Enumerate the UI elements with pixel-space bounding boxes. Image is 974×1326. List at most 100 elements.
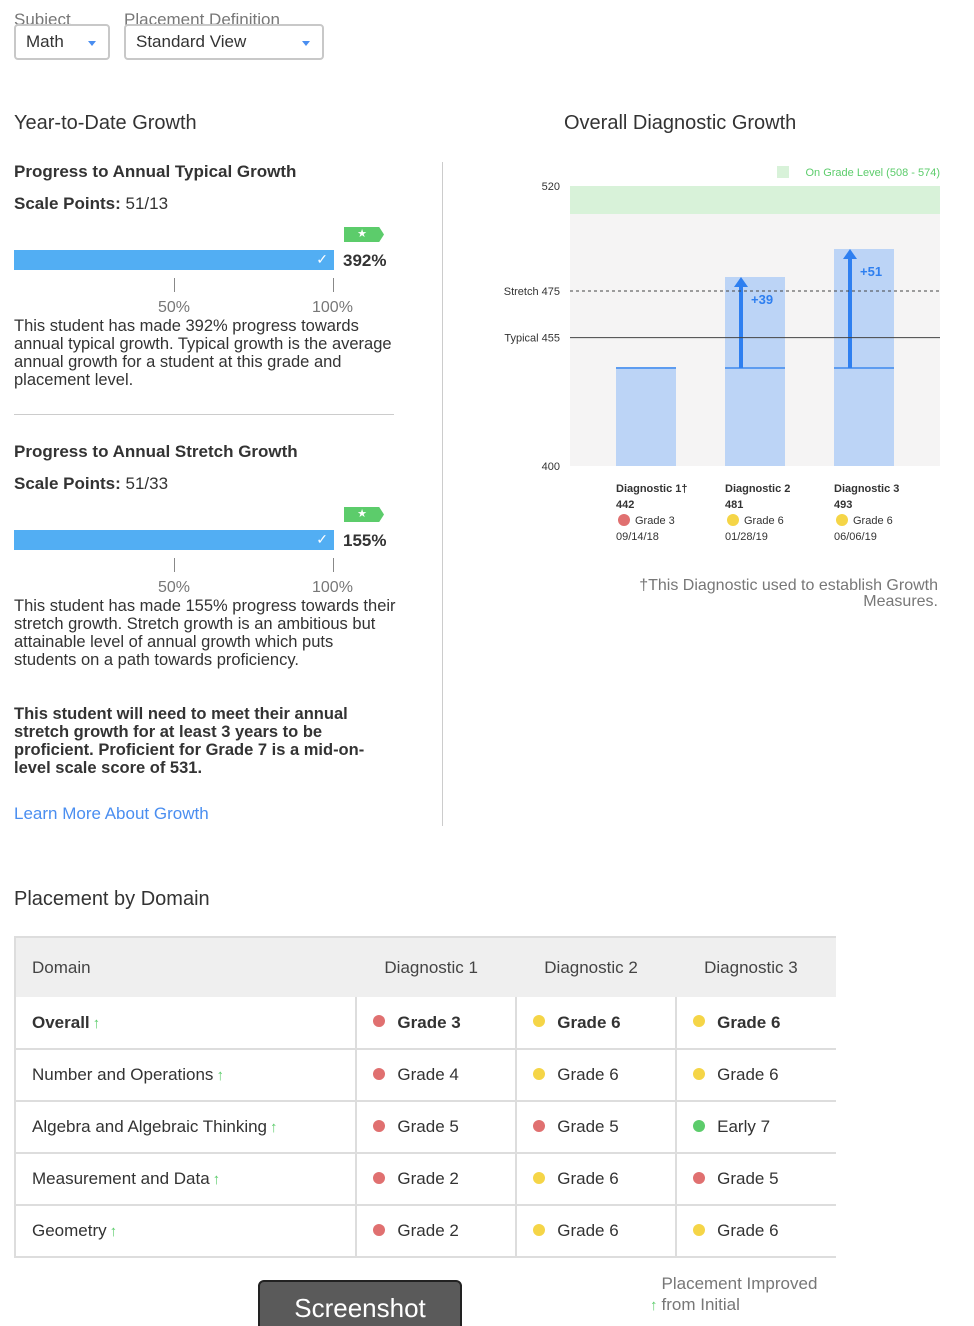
- reference-label: Stretch 475: [504, 286, 560, 298]
- grade-status-dot: [693, 1223, 706, 1236]
- arrow-up-icon: ↑: [109, 1223, 118, 1240]
- table-row: Overall ↑ Grade 3 Grade 6 Grade 6: [13, 997, 836, 1050]
- grade-label: Grade 6: [717, 1221, 779, 1240]
- table-header-row: Domain Diagnostic 1 Diagnostic 2 Diagnos…: [13, 936, 836, 997]
- category-label: Diagnostic 3: [834, 483, 899, 495]
- grade-label: Grade 6: [557, 1065, 619, 1084]
- domain-name: Number and Operations: [32, 1065, 214, 1084]
- diagnostic-2-cell: Grade 6: [515, 1049, 677, 1102]
- arrow-up-icon: ↑: [650, 1297, 658, 1314]
- grade-label: Grade 6: [557, 1221, 619, 1240]
- header-diagnostic-3: Diagnostic 3: [676, 936, 836, 997]
- domain-name: Measurement and Data: [32, 1169, 210, 1188]
- score-label: 442: [616, 499, 634, 511]
- tick-label-100: 100%: [312, 299, 353, 316]
- legend-swatch: [777, 166, 789, 178]
- grade-status-dot: [727, 514, 739, 526]
- placement-title: Placement by Domain: [14, 888, 210, 910]
- arrow-up-icon: ↑: [270, 1119, 278, 1136]
- grade-label: Grade 3: [635, 515, 675, 527]
- tick-label-50: 50%: [158, 299, 191, 316]
- grade-status-dot: [836, 514, 848, 526]
- grade-status-dot: [693, 1015, 706, 1028]
- grade-label: Grade 5: [717, 1169, 779, 1188]
- diagnostic-3-cell: Early 7: [675, 1101, 836, 1154]
- bar: [725, 277, 785, 466]
- proficiency-note: This student will need to meet their ann…: [14, 705, 365, 777]
- table-row: Number and Operations ↑ Grade 4 Grade 6 Grad…: [13, 1049, 836, 1102]
- growth-label: +39: [751, 292, 773, 307]
- header-domain: Domain: [13, 936, 357, 997]
- typical-description: This student has made 392% progress towa…: [14, 317, 392, 389]
- domain-cell: Measurement and Data ↑: [13, 1153, 357, 1206]
- diagnostic-1-cell: Grade 3: [355, 997, 517, 1050]
- diagnostic-growth-chart: On Grade Level (508 - 574) 520 400 +39 +51 St…: [504, 166, 940, 543]
- ytd-growth-title: Year-to-Date Growth: [14, 112, 197, 134]
- tick-50: [174, 278, 175, 292]
- grade-label: Grade 2: [397, 1221, 459, 1240]
- grade-label: Grade 4: [397, 1065, 459, 1084]
- chevron-down-icon: [302, 41, 310, 46]
- tick-100: [333, 278, 334, 292]
- typical-growth-heading: Progress to Annual Typical Growth: [14, 162, 297, 181]
- arrow-up-icon: ↑: [212, 1171, 221, 1188]
- stretch-description: This student has made 155% progress towa…: [14, 597, 396, 669]
- grade-status-dot: [373, 1223, 386, 1236]
- diagnostic-2-cell: Grade 6: [515, 997, 677, 1050]
- placement-select-value: Standard View: [136, 32, 247, 51]
- diagnostic-1-cell: Grade 4: [355, 1049, 517, 1102]
- table-row: Algebra and Algebraic Thinking ↑ Grade 5 Gr…: [13, 1101, 836, 1154]
- stretch-growth-heading: Progress to Annual Stretch Growth: [14, 442, 298, 461]
- domain-name: Algebra and Algebraic Thinking: [32, 1117, 268, 1136]
- star-flag-icon: ★: [344, 227, 384, 242]
- subject-select-value: Math: [26, 32, 64, 51]
- placement-definition-select[interactable]: Standard View: [124, 24, 324, 60]
- subject-select[interactable]: Math: [14, 24, 110, 60]
- star-flag-icon: ★: [344, 507, 384, 522]
- grade-label: Early 7: [717, 1117, 771, 1136]
- domain-cell: Geometry ↑: [13, 1205, 357, 1258]
- arrow-up-icon: [843, 249, 857, 259]
- table-row: Measurement and Data ↑ Grade 2 Grade 6 Grade…: [13, 1153, 836, 1206]
- diagnostic-2-cell: Grade 5: [515, 1101, 677, 1154]
- diagnostic-3-cell: Grade 6: [675, 1205, 836, 1258]
- domain-cell: Overall ↑: [13, 997, 357, 1050]
- learn-more-link[interactable]: Learn More About Growth: [14, 804, 209, 823]
- category-label: Diagnostic 2: [725, 483, 790, 495]
- grade-status-dot: [533, 1171, 546, 1184]
- arrow-up-icon: [734, 277, 748, 287]
- grade-label: Grade 6: [853, 515, 893, 527]
- on-grade-band: [570, 186, 940, 214]
- grade-status-dot: [618, 514, 630, 526]
- grade-status-dot: [533, 1015, 546, 1028]
- grade-status-dot: [533, 1223, 546, 1236]
- check-icon: ✓: [316, 251, 328, 267]
- table-row: Geometry ↑ Grade 2 Grade 6 Grade 6: [13, 1205, 836, 1258]
- grade-label: Grade 5: [397, 1117, 459, 1136]
- stretch-progress-bar: ✓: [14, 530, 334, 550]
- tick-50: [174, 558, 175, 572]
- grade-status-dot: [533, 1067, 546, 1080]
- category-label: Diagnostic 1†: [616, 483, 688, 495]
- legend-label: On Grade Level (508 - 574): [805, 167, 940, 179]
- y-tick-label: 520: [542, 181, 560, 193]
- tick-label-100: 100%: [312, 579, 353, 596]
- screenshot-button[interactable]: Screenshot: [258, 1280, 462, 1326]
- diagnostic-2-cell: Grade 6: [515, 1205, 677, 1258]
- grade-status-dot: [533, 1119, 546, 1132]
- header-diagnostic-2: Diagnostic 2: [516, 936, 677, 997]
- placement-table: Domain Diagnostic 1 Diagnostic 2 Diagnos…: [13, 936, 836, 1258]
- typical-percent: 392%: [343, 251, 387, 270]
- bar: [834, 249, 894, 466]
- diagnostic-3-cell: Grade 5: [675, 1153, 836, 1206]
- grade-label: Grade 3: [397, 1012, 461, 1032]
- grade-label: Grade 6: [744, 515, 784, 527]
- diagnostic-1-cell: Grade 5: [355, 1101, 517, 1154]
- grade-status-dot: [373, 1067, 386, 1080]
- grade-status-dot: [693, 1119, 706, 1132]
- typical-progress-bar: ✓: [14, 250, 334, 270]
- grade-status-dot: [693, 1067, 706, 1080]
- chart-title: Overall Diagnostic Growth: [564, 112, 797, 134]
- header-diagnostic-1: Diagnostic 1: [356, 936, 517, 997]
- reference-label: Typical 455: [504, 333, 560, 345]
